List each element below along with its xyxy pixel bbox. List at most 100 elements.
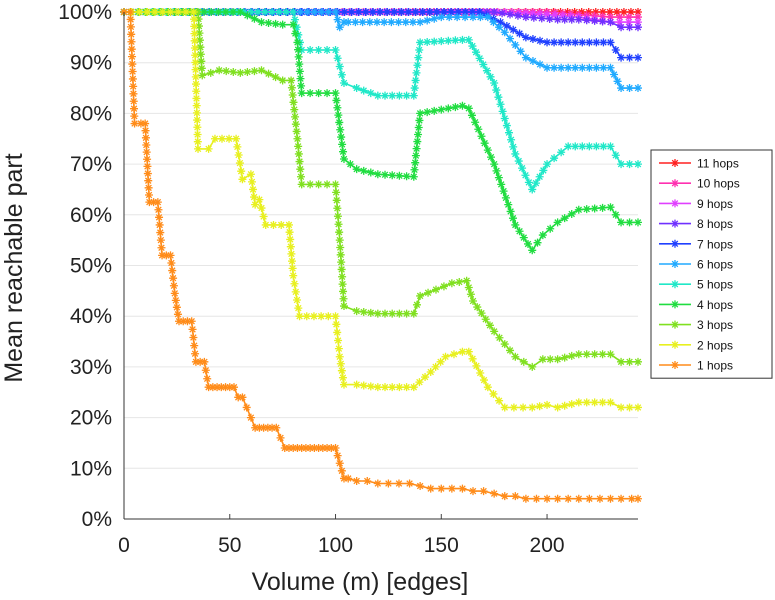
series-marker [294,45,303,54]
series-marker [557,63,566,72]
series-marker [200,357,209,366]
series-marker [613,77,622,86]
series-marker [142,148,151,157]
series-marker [634,53,642,62]
series-marker [413,137,422,146]
series-marker [476,368,485,377]
series-marker [500,114,509,123]
series-marker [237,167,246,176]
series-marker [590,350,599,359]
series-marker [287,249,296,258]
series-marker [280,444,289,453]
series-marker [314,444,323,453]
series-marker [192,80,201,89]
series-marker [474,125,483,134]
series-marker [191,357,200,366]
legend-label: 3 hops [697,318,733,332]
series-marker [395,309,404,318]
series-marker [250,14,259,23]
series-marker [418,8,427,16]
series-marker [288,264,297,273]
series-marker [331,180,340,189]
series-marker [335,62,344,71]
series-marker [289,20,298,29]
y-axis-title: Mean reachable part [0,153,28,382]
series-marker [475,54,484,63]
series-marker [464,104,473,113]
series-marker [333,328,342,337]
series-marker [507,135,516,144]
series-marker [381,170,390,179]
series-marker [310,8,319,16]
series-marker [477,309,486,318]
series-marker [567,15,576,24]
series-marker [509,142,518,151]
series-marker [358,18,367,27]
legend-label: 7 hops [697,237,733,251]
series-marker [592,63,601,72]
series-marker [335,236,344,245]
series-marker [469,13,478,22]
series-marker [339,18,348,27]
series-marker [363,476,372,485]
series-marker [130,112,139,121]
series-marker [412,300,421,309]
series-marker [402,91,411,100]
series-marker [483,146,492,155]
series-marker [333,15,342,24]
series-marker [451,36,460,45]
series-marker [458,35,467,44]
series-marker [344,18,353,27]
y-tick-label: 0% [82,508,112,531]
series-marker [467,111,476,120]
series-marker [162,251,171,260]
series-marker [289,444,298,453]
series-marker [233,142,242,151]
series-marker [269,220,278,229]
series-marker [446,8,455,16]
series-marker [294,52,303,61]
legend-item: 3 hops [659,318,733,332]
series-marker [671,199,679,208]
series-marker [439,282,448,291]
series-marker [155,220,164,229]
series-marker [196,357,205,366]
series-marker [468,42,477,51]
series-marker [421,373,430,382]
series-marker [625,23,634,32]
series-marker [149,198,158,207]
series-marker [397,8,406,16]
series-marker [598,350,607,359]
series-marker [289,98,298,107]
series-marker [333,212,342,221]
series-marker [192,94,201,103]
series-marker [519,233,528,242]
series-marker [344,474,353,483]
series-marker [310,444,319,453]
series-marker [182,8,191,16]
series-marker [127,37,136,46]
series-marker [476,13,485,22]
series-marker [578,38,587,47]
series-marker [365,18,374,27]
series-marker [127,45,136,54]
series-marker [284,444,293,453]
series-marker [142,140,151,149]
series-line [124,11,638,500]
series-marker [334,336,343,345]
series-marker [482,66,491,75]
series-marker [500,492,509,501]
series-marker [535,172,544,181]
series-marker [337,133,346,142]
series-marker [599,63,608,72]
series-marker [333,204,342,213]
series-marker [426,484,435,493]
series-marker [204,144,213,153]
series-marker [451,103,460,112]
series-marker [625,160,634,169]
series-marker [166,251,175,260]
series-marker [402,309,411,318]
series-marker [410,165,419,174]
series-marker [671,159,679,167]
